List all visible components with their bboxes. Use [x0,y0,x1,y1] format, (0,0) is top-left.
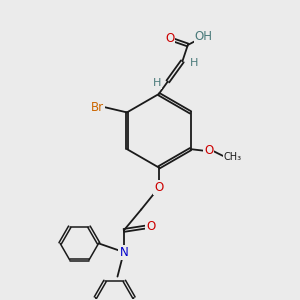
Text: OH: OH [195,30,213,43]
Text: O: O [204,144,213,158]
Text: Br: Br [91,101,104,114]
Text: O: O [154,181,164,194]
Text: CH₃: CH₃ [224,152,242,162]
Text: O: O [146,220,155,233]
Text: H: H [152,78,161,88]
Text: O: O [165,32,174,45]
Text: N: N [119,246,128,259]
Text: H: H [189,58,198,68]
